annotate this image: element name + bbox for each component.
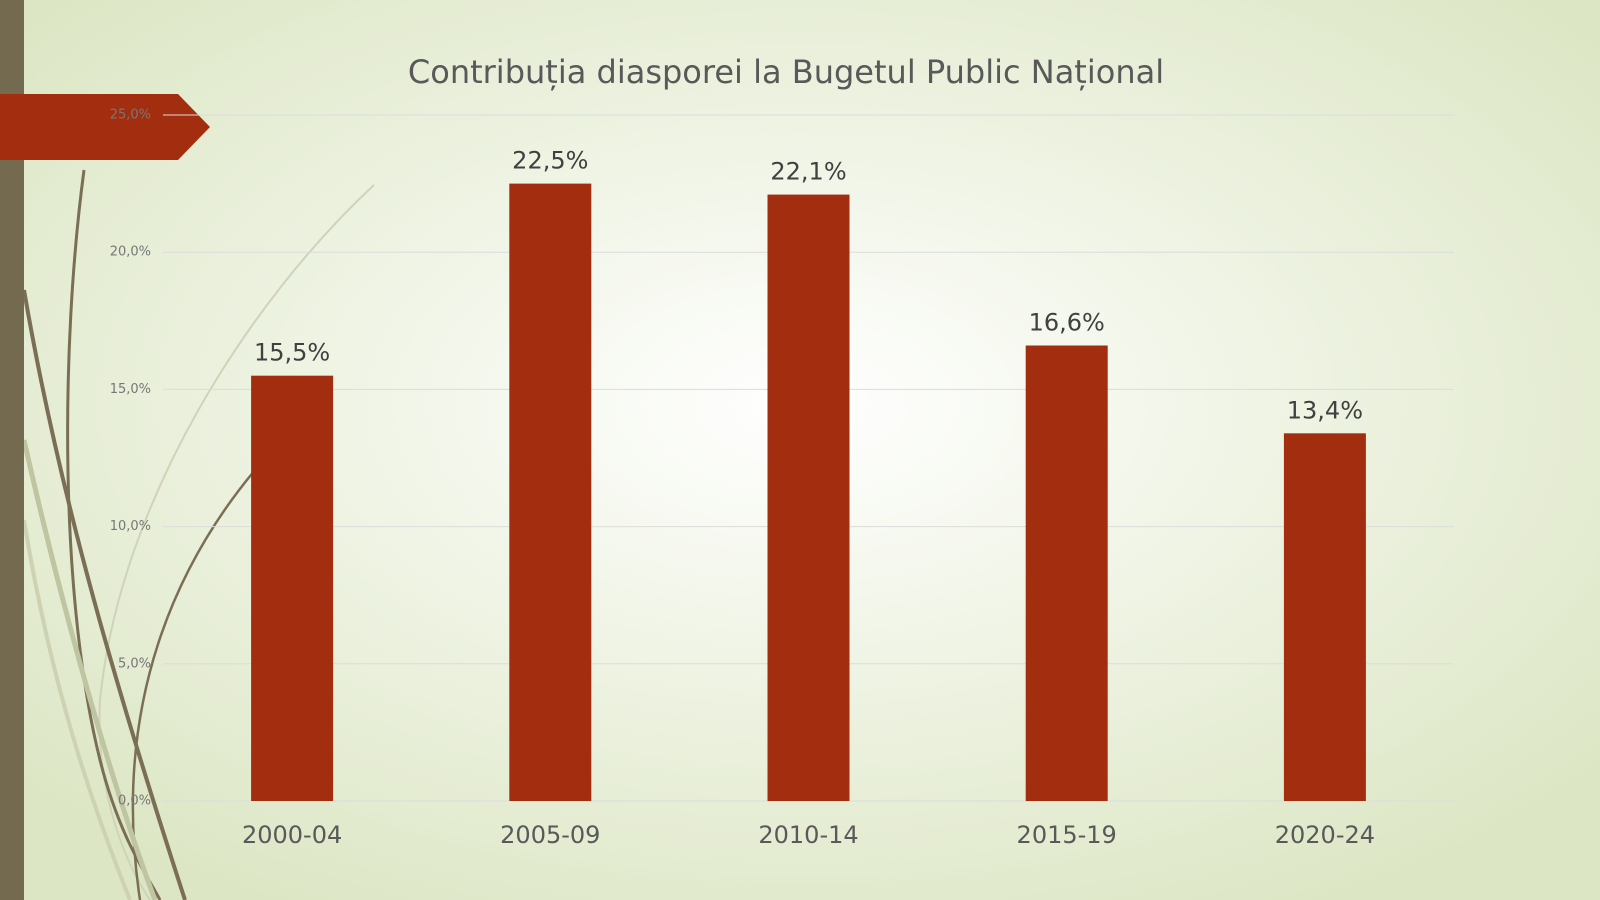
bar <box>1283 433 1366 801</box>
data-label: 22,1% <box>770 158 846 186</box>
bar <box>509 183 592 802</box>
chart-title: Contribuția diasporei la Bugetul Public … <box>408 53 1164 91</box>
bar <box>767 194 850 802</box>
x-tick-label: 2000-04 <box>242 821 342 849</box>
y-tick-label: 25,0% <box>110 108 151 123</box>
y-tick-label: 20,0% <box>110 245 151 260</box>
y-tick-label: 5,0% <box>118 656 151 671</box>
data-label: 22,5% <box>512 147 588 175</box>
x-tick-label: 2005-09 <box>500 821 600 849</box>
data-label: 16,6% <box>1029 308 1105 336</box>
data-label: 13,4% <box>1287 396 1363 424</box>
y-tick-label: 10,0% <box>110 519 151 534</box>
decoration <box>0 0 375 900</box>
bar <box>251 375 334 801</box>
x-tick-label: 2015-19 <box>1017 821 1117 849</box>
y-tick-label: 0,0% <box>118 794 151 809</box>
y-tick-label: 15,0% <box>110 382 151 397</box>
x-tick-label: 2010-14 <box>758 821 858 849</box>
data-label: 15,5% <box>254 339 330 367</box>
bar <box>1025 345 1108 801</box>
x-tick-label: 2020-24 <box>1275 821 1375 849</box>
